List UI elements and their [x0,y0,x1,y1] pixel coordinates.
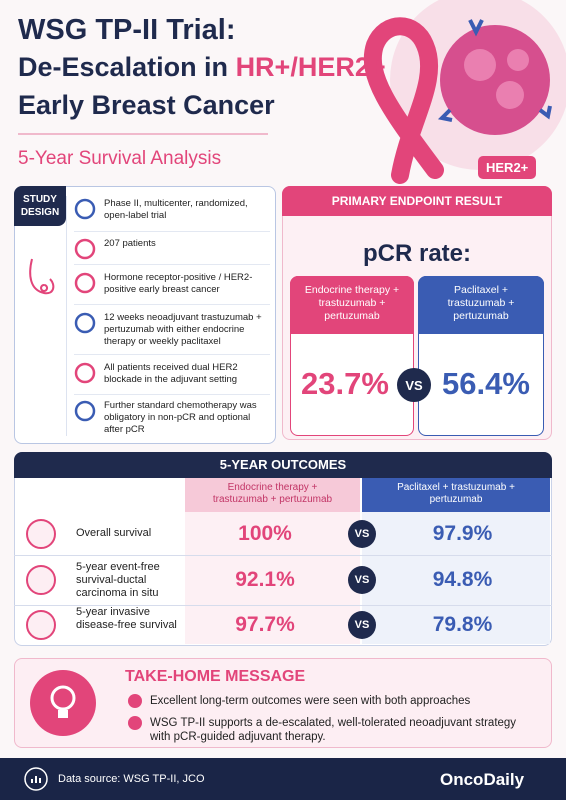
arm-name: Endocrine therapy + trastuzumab + pertuz… [290,276,414,334]
column-header: Endocrine therapy + trastuzumab + pertuz… [185,478,360,512]
footer [0,758,566,800]
icon-shape [74,272,96,294]
item-divider [74,231,270,232]
row-label: Overall survival [76,526,152,539]
icon-shape [74,238,96,260]
vs-badge: VS [348,611,376,639]
outcome-value: 97.7% [235,613,295,636]
icon-shape [74,362,96,384]
receptors [437,19,552,122]
item-divider [74,354,270,355]
badge: HER2+ [478,156,537,179]
outcome-value: 92.1% [235,568,295,591]
bulb-icon [30,670,96,736]
take-home-title: TAKE-HOME MESSAGE [125,668,306,685]
title-part: De-Escalation in [18,52,236,82]
row-icon [26,518,56,549]
arm-name: Paclitaxel + trastuzumab + pertuzumab [418,276,544,334]
study-design-item: Hormone receptor-positive / HER2-positiv… [104,272,253,295]
take-home-panel [14,658,552,748]
item-divider [74,304,270,305]
cell-bump [496,81,524,109]
panel-header: PRIMARY ENDPOINT RESULT [282,186,552,216]
row-label: 5-year invasive disease-free survival [76,606,177,631]
title-part: HR+/HER2+ [235,52,386,82]
check-icon [128,716,142,730]
icon-shape [74,312,96,334]
outcome-value: 94.8% [432,568,493,591]
arm-value: 56.4% [442,366,530,401]
column-bg [185,512,360,644]
study-design-item: 207 patients [104,238,156,249]
study-design-item: 12 weeks neoadjuvant trastuzumab + pertu… [104,312,262,347]
row-icon [26,610,56,640]
title: De-Escalation in HR+/HER2+ [18,52,386,83]
panel-header: 5-YEAR OUTCOMES [14,452,552,478]
divider [18,133,268,135]
ribbon [363,17,444,184]
item-divider [74,394,270,395]
subtitle: 5-Year Survival Analysis [18,148,222,169]
take-home-point: WSG TP-II supports a de-escalated, well-… [150,717,517,743]
cell-bump [507,49,529,71]
separator [66,196,67,436]
icon-shape [74,198,96,220]
check-icon [128,694,142,708]
label-line: STUDY [23,194,57,205]
row-icon [26,565,56,595]
brand: OncoDaily [440,770,525,789]
cell-bump [464,49,496,81]
study-design-item: Further standard chemotherapy was obliga… [104,400,257,435]
source: Data source: WSG TP-II, JCO [58,773,205,785]
icon-shape [74,400,96,422]
row-divider [14,605,552,606]
vs-badge: VS [348,566,376,594]
take-home-point: Excellent long-term outcomes were seen w… [150,695,471,707]
outcome-value: 97.9% [432,521,493,545]
study-design-label: STUDY DESIGN [14,186,66,226]
outcome-value: 79.8% [432,613,493,636]
header-illustration [363,0,566,184]
item-icon [74,272,100,298]
study-design-item: Phase II, multicenter, randomized, open-… [104,198,248,221]
item-icon [74,198,100,224]
item-divider [74,264,270,265]
title: Early Breast Cancer [18,90,275,120]
item-icon [74,400,100,426]
label-line: DESIGN [20,207,60,218]
title: WSG TP-II Trial: [18,14,236,46]
item-icon [74,312,100,338]
chart-icon [24,767,48,791]
item-icon [74,362,100,388]
row-divider [14,555,552,556]
column-header: Paclitaxel + trastuzumab + pertuzumab [362,478,550,512]
row-label: 5-year event-free survival-ductal carcin… [76,561,160,599]
column-bg [362,512,550,644]
study-design-item: All patients received dual HER2 blockade… [104,362,238,385]
outcome-value: 100% [238,521,292,545]
metric: pCR rate: [362,240,471,267]
anatomy-icon [29,258,55,295]
item-icon [74,238,100,264]
arm-value: 23.7% [301,366,389,401]
vs-badge: VS [397,368,431,402]
study-design-panel [14,186,276,444]
vs-badge: VS [348,519,376,548]
cell [440,25,550,135]
